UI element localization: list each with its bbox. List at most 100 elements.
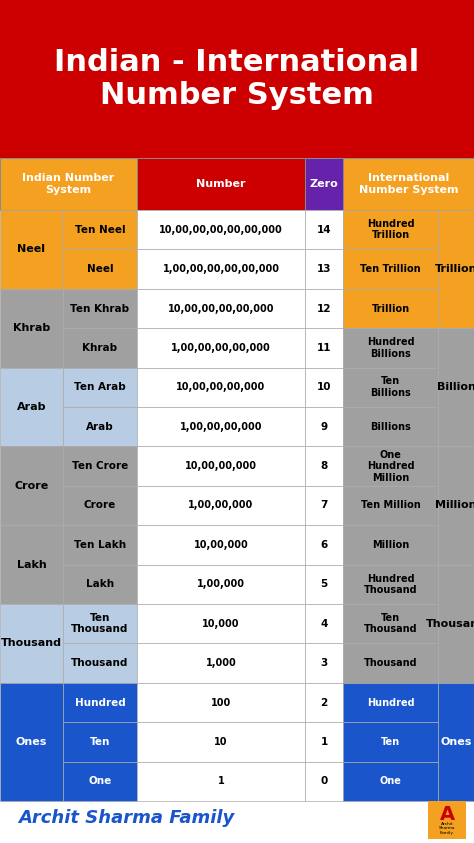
FancyBboxPatch shape (63, 289, 137, 328)
Text: Neel: Neel (87, 264, 113, 274)
Text: Zero: Zero (310, 179, 338, 189)
Text: Thousand: Thousand (1, 638, 62, 648)
FancyBboxPatch shape (63, 722, 137, 761)
FancyBboxPatch shape (305, 407, 343, 447)
Text: Neel: Neel (18, 244, 46, 255)
Text: 2: 2 (320, 697, 328, 707)
Text: One
Hundred
Million: One Hundred Million (367, 449, 414, 483)
Text: 10: 10 (317, 382, 331, 392)
FancyBboxPatch shape (63, 250, 137, 289)
Text: Lakh: Lakh (17, 560, 46, 570)
FancyBboxPatch shape (63, 565, 137, 604)
FancyBboxPatch shape (343, 722, 438, 761)
Text: Ten
Thousand: Ten Thousand (71, 613, 128, 635)
Text: Ten Million: Ten Million (361, 501, 420, 511)
FancyBboxPatch shape (0, 158, 137, 210)
Text: Archit Sharma Family: Archit Sharma Family (18, 809, 234, 827)
FancyBboxPatch shape (63, 643, 137, 683)
Text: Lakh: Lakh (86, 579, 114, 589)
FancyBboxPatch shape (343, 368, 438, 407)
Text: Ten Khrab: Ten Khrab (71, 303, 129, 314)
Text: One: One (380, 776, 401, 787)
FancyBboxPatch shape (305, 604, 343, 643)
Text: 100: 100 (211, 697, 231, 707)
FancyBboxPatch shape (137, 407, 305, 447)
Text: Number: Number (196, 179, 246, 189)
Text: Trillion: Trillion (435, 264, 474, 274)
FancyBboxPatch shape (63, 486, 137, 525)
FancyBboxPatch shape (137, 210, 305, 250)
Text: 1,000: 1,000 (206, 658, 237, 668)
FancyBboxPatch shape (137, 368, 305, 407)
FancyBboxPatch shape (305, 447, 343, 486)
FancyBboxPatch shape (0, 683, 63, 801)
FancyBboxPatch shape (438, 447, 474, 565)
Text: 10,00,00,000: 10,00,00,000 (185, 461, 257, 471)
FancyBboxPatch shape (137, 158, 305, 210)
Text: 1,00,00,000: 1,00,00,000 (188, 501, 254, 511)
FancyBboxPatch shape (137, 447, 305, 486)
Text: 8: 8 (320, 461, 328, 471)
Text: Hundred
Thousand: Hundred Thousand (364, 573, 417, 595)
Text: Ten Crore: Ten Crore (72, 461, 128, 471)
Text: Billions: Billions (370, 422, 411, 432)
FancyBboxPatch shape (305, 525, 343, 565)
Text: 9: 9 (320, 422, 328, 432)
Text: Indian Number
System: Indian Number System (22, 173, 115, 195)
Text: Indian - International
Number System: Indian - International Number System (55, 48, 419, 110)
FancyBboxPatch shape (305, 565, 343, 604)
Text: Million: Million (435, 501, 474, 511)
FancyBboxPatch shape (305, 486, 343, 525)
FancyBboxPatch shape (137, 683, 305, 722)
FancyBboxPatch shape (343, 210, 438, 250)
FancyBboxPatch shape (438, 210, 474, 328)
Text: Crore: Crore (84, 501, 116, 511)
Text: 1,00,00,00,000: 1,00,00,00,000 (180, 422, 262, 432)
Text: Ten Lakh: Ten Lakh (74, 540, 126, 550)
FancyBboxPatch shape (63, 368, 137, 407)
Text: Ten
Billions: Ten Billions (370, 377, 411, 398)
Text: Trillion: Trillion (372, 303, 410, 314)
FancyBboxPatch shape (343, 158, 474, 210)
FancyBboxPatch shape (0, 604, 63, 683)
Text: Thousand: Thousand (71, 658, 128, 668)
FancyBboxPatch shape (305, 250, 343, 289)
Text: Crore: Crore (14, 481, 49, 491)
Text: Ten: Ten (90, 737, 110, 747)
Text: Ones: Ones (440, 737, 472, 747)
FancyBboxPatch shape (63, 761, 137, 801)
Text: Billion: Billion (437, 382, 474, 392)
Text: Ten: Ten (381, 737, 400, 747)
FancyBboxPatch shape (438, 683, 474, 801)
FancyBboxPatch shape (137, 761, 305, 801)
FancyBboxPatch shape (343, 604, 438, 643)
FancyBboxPatch shape (0, 289, 63, 368)
Text: Million: Million (372, 540, 409, 550)
Text: Hundred
Billions: Hundred Billions (367, 337, 414, 359)
FancyBboxPatch shape (137, 565, 305, 604)
FancyBboxPatch shape (343, 761, 438, 801)
Text: Arab: Arab (17, 402, 46, 412)
FancyBboxPatch shape (0, 210, 63, 289)
FancyBboxPatch shape (305, 328, 343, 368)
FancyBboxPatch shape (305, 722, 343, 761)
FancyBboxPatch shape (438, 565, 474, 683)
FancyBboxPatch shape (63, 407, 137, 447)
Text: 13: 13 (317, 264, 331, 274)
Text: 0: 0 (320, 776, 328, 787)
FancyBboxPatch shape (305, 289, 343, 328)
FancyBboxPatch shape (343, 643, 438, 683)
FancyBboxPatch shape (343, 447, 438, 486)
Text: Khrab: Khrab (82, 343, 118, 353)
FancyBboxPatch shape (343, 486, 438, 525)
FancyBboxPatch shape (343, 525, 438, 565)
FancyBboxPatch shape (137, 250, 305, 289)
Text: 12: 12 (317, 303, 331, 314)
Text: Thousand: Thousand (364, 658, 417, 668)
Text: 1,00,00,00,00,00,000: 1,00,00,00,00,00,000 (163, 264, 280, 274)
Text: 10,000: 10,000 (202, 619, 240, 629)
FancyBboxPatch shape (137, 328, 305, 368)
Text: 10,00,00,00,00,000: 10,00,00,00,00,000 (168, 303, 274, 314)
Text: 1,00,00,00,00,000: 1,00,00,00,00,000 (171, 343, 271, 353)
FancyBboxPatch shape (137, 604, 305, 643)
